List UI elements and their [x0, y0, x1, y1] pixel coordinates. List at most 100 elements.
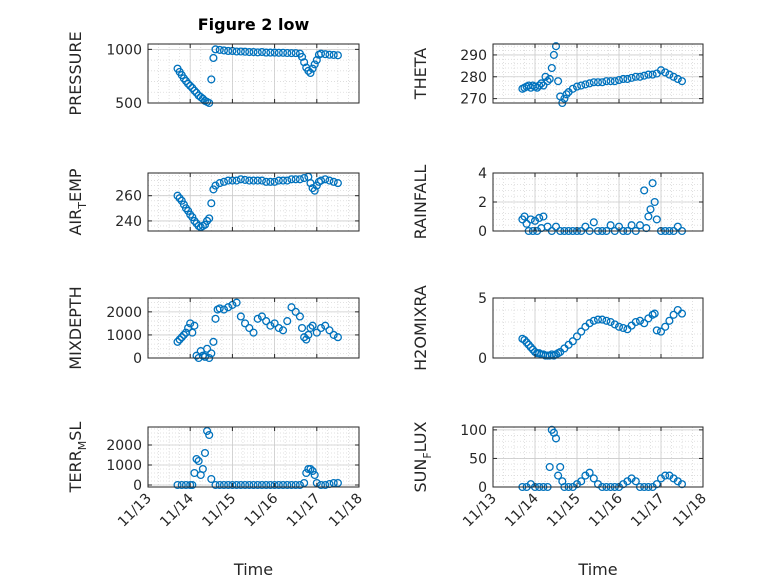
y-axis-label: TERRMSL [66, 422, 89, 494]
data-point [321, 480, 330, 490]
x-tick-label: 11/15 [199, 491, 239, 531]
axes-box [147, 172, 360, 232]
data-point [219, 46, 229, 55]
data-point [551, 222, 561, 231]
data-point [245, 323, 254, 333]
data-point [224, 46, 233, 56]
y-axis-label: PRESSURE [66, 31, 85, 115]
y-tick-label: 5 [478, 291, 487, 307]
data-point [188, 480, 197, 490]
axes-box [492, 297, 704, 359]
data-point [249, 47, 258, 57]
data-point [253, 314, 262, 323]
data-point [545, 74, 554, 84]
chart-title: Figure 2 low [198, 15, 310, 34]
data-point [631, 317, 640, 327]
data-point [652, 215, 661, 224]
data-point [186, 210, 195, 219]
data-point [325, 176, 334, 185]
y-tick-label: 0 [133, 478, 142, 494]
data-point [283, 317, 292, 326]
data-point [673, 74, 682, 84]
y-axis-label-subscript: M [76, 441, 89, 451]
y-tick-label: 260 [115, 189, 142, 205]
data-point [207, 199, 216, 208]
data-point [173, 337, 182, 346]
data-point [211, 314, 220, 323]
data-point [310, 470, 319, 480]
data-point [589, 316, 598, 325]
series-markers [518, 42, 687, 108]
y-tick-label: 0 [133, 351, 142, 367]
y-tick-label: 290 [460, 48, 487, 64]
data-point [644, 212, 653, 221]
data-point [526, 215, 535, 224]
data-point [266, 177, 275, 186]
series-markers [518, 305, 687, 360]
data-point [652, 326, 661, 335]
data-point [665, 70, 674, 79]
data-point [253, 176, 262, 185]
y-tick-label: 4 [478, 166, 487, 182]
y-axis-label-main: THETA [411, 48, 430, 100]
data-point [619, 74, 628, 84]
data-point [249, 480, 258, 490]
y-tick-label: 0 [478, 480, 487, 496]
data-point [673, 222, 682, 231]
data-point [304, 330, 313, 339]
data-point [568, 84, 577, 93]
data-point [190, 321, 199, 330]
data-point [316, 323, 326, 333]
data-point [287, 480, 296, 490]
x-tick-label: 11/15 [544, 491, 584, 531]
data-point [295, 175, 304, 184]
data-point [270, 480, 279, 490]
data-point [547, 63, 556, 73]
data-point [543, 222, 552, 231]
data-point [295, 480, 304, 490]
data-point [224, 176, 233, 185]
y-tick-label: 280 [460, 70, 487, 86]
axes-box [492, 426, 704, 488]
data-point [329, 50, 338, 59]
series-markers [173, 426, 342, 490]
data-point [304, 66, 313, 75]
data-point [291, 307, 300, 316]
subplot-6: 0 5 H2OMIXRA [411, 285, 704, 371]
data-point [635, 72, 645, 81]
x-tick-label: 11/17 [284, 491, 324, 531]
data-point [300, 58, 309, 67]
data-point [300, 173, 309, 183]
data-point [175, 335, 184, 344]
data-point [257, 47, 266, 57]
data-point [224, 303, 233, 312]
data-point [677, 480, 687, 489]
y-tick-label: 1000 [106, 458, 142, 474]
data-point [291, 49, 300, 58]
data-point [232, 480, 241, 490]
y-axis-label-subscript: F [421, 452, 434, 458]
data-point [200, 352, 210, 361]
data-point [642, 224, 651, 233]
data-point [211, 480, 220, 490]
data-point [333, 478, 342, 488]
data-point [291, 175, 300, 184]
x-tick-label: 11/16 [242, 490, 282, 530]
x-tick-label: 11/13 [115, 491, 155, 531]
data-point [677, 77, 687, 86]
axes-box [147, 297, 360, 359]
data-point [610, 320, 619, 329]
data-point [278, 48, 288, 57]
y-axis-label: H2OMIXRA [411, 285, 430, 371]
y-axis-label: AIRTEMP [66, 168, 89, 235]
data-point [640, 186, 649, 195]
y-tick-label: 50 [469, 451, 487, 467]
data-point [177, 333, 186, 342]
data-point [274, 48, 283, 57]
y-tick-label: 0 [478, 224, 487, 240]
data-point [556, 462, 565, 472]
data-point [520, 212, 529, 221]
data-point [677, 309, 687, 318]
data-point [190, 216, 199, 225]
